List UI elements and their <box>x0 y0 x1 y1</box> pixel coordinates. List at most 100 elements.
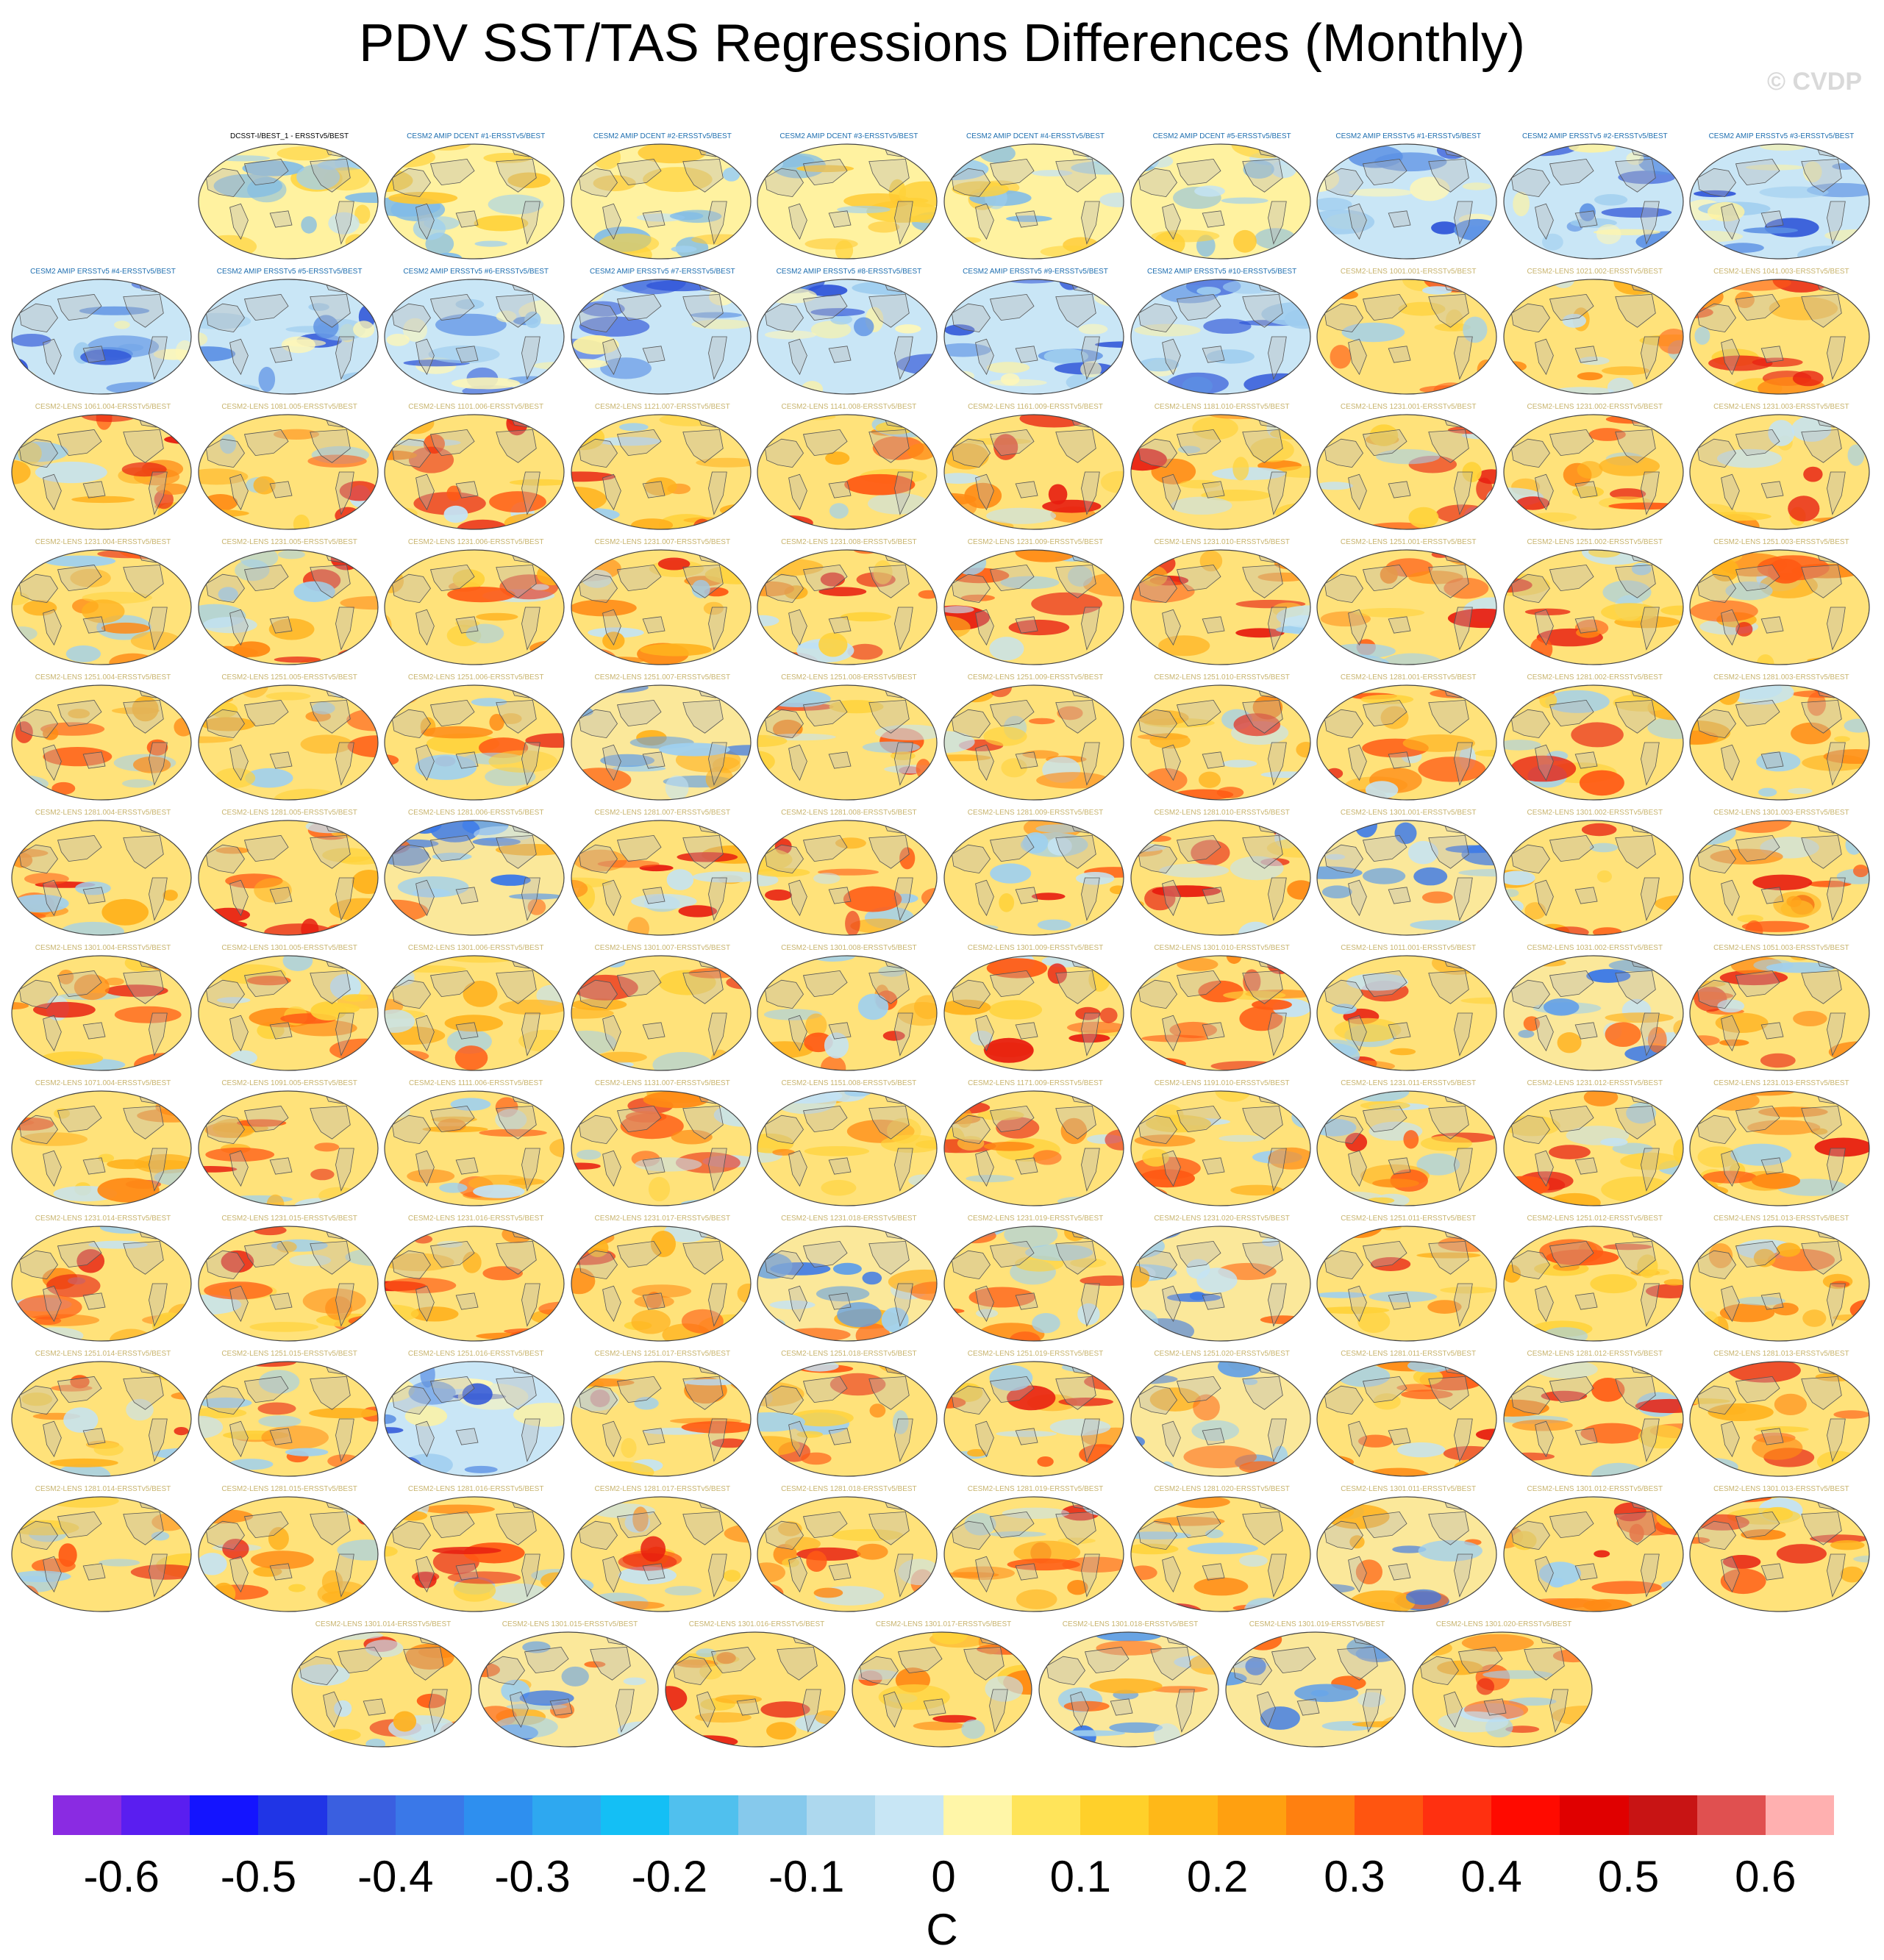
anomaly-patch <box>1398 301 1446 316</box>
globe-map <box>11 1226 192 1342</box>
continent-outline <box>335 742 354 786</box>
continent-outline <box>868 970 910 1004</box>
continent-outline <box>894 201 914 245</box>
continent-outline <box>975 1420 994 1458</box>
anomaly-patch <box>1717 999 1745 1013</box>
map-panel: CESM2-LENS 1231.011-ERSSTv5/BEST <box>1316 1079 1501 1212</box>
map-panel: CESM2 AMIP ERSSTv5 #10-ERSSTv5/BEST <box>1130 268 1315 400</box>
anomaly-patch <box>766 1722 796 1740</box>
anomaly-patch <box>821 1056 846 1070</box>
anomaly-patch <box>474 215 529 232</box>
continent-outline <box>602 1556 621 1593</box>
globe-map <box>665 1631 846 1748</box>
anomaly-patch <box>1853 865 1869 878</box>
anomaly-patch <box>1345 1132 1368 1152</box>
anomaly-patch <box>509 479 565 486</box>
continent-outline <box>868 699 910 734</box>
map-panel: CESM2-LENS 1071.004-ERSSTv5/BEST <box>10 1079 196 1212</box>
panel-title: CESM2-LENS 1301.013-ERSSTv5/BEST <box>1713 1485 1849 1493</box>
anomaly-patch <box>203 1281 273 1300</box>
continent-outline <box>1110 1698 1133 1716</box>
continent-outline <box>18 844 58 874</box>
panel-title: CESM2-LENS 1081.005-ERSSTv5/BEST <box>221 403 357 411</box>
anomaly-patch <box>1431 221 1458 235</box>
anomaly-patch <box>1808 692 1827 716</box>
continent-outline <box>430 1511 475 1539</box>
anomaly-patch <box>1737 915 1764 923</box>
continent-outline <box>403 1646 444 1681</box>
continent-outline <box>1081 1283 1100 1327</box>
colorbar-swatch <box>806 1795 876 1835</box>
anomaly-patch <box>1006 215 1052 222</box>
continent-outline <box>1161 203 1181 240</box>
continent-outline <box>521 336 540 380</box>
continent-outline <box>243 970 289 998</box>
globe-border <box>1689 1090 1870 1206</box>
anomaly-patch <box>198 332 207 346</box>
anomaly-patch <box>1291 1226 1308 1239</box>
anomaly-patch <box>156 690 191 701</box>
map-panel: CESM2 AMIP ERSSTv5 #6-ERSSTv5/BEST <box>383 268 568 400</box>
continent-outline <box>1721 879 1741 917</box>
anomaly-patch <box>1191 1420 1239 1442</box>
continent-outline <box>1444 1691 1463 1728</box>
continent-outline <box>1721 744 1741 782</box>
globe-map <box>943 1496 1124 1612</box>
panel-title: CESM2-LENS 1231.011-ERSSTv5/BEST <box>1341 1079 1477 1087</box>
continent-outline <box>868 293 910 328</box>
continent-outline <box>521 1012 540 1056</box>
anomaly-patch <box>977 1109 1024 1120</box>
anomaly-patch <box>519 1690 574 1706</box>
continent-outline <box>18 1250 58 1280</box>
colorbar-swatch <box>1080 1795 1149 1835</box>
continent-outline <box>18 709 58 739</box>
continent-outline <box>1549 158 1594 186</box>
anomaly-patch <box>691 579 710 598</box>
continent-outline <box>123 429 164 463</box>
panel-title: CESM2-LENS 1251.017-ERSSTv5/BEST <box>594 1350 731 1358</box>
anomaly-patch <box>805 1013 827 1037</box>
panel-title: CESM2-LENS 1301.001-ERSSTv5/BEST <box>1340 809 1477 817</box>
continent-outline <box>269 346 293 363</box>
anomaly-patch <box>281 336 315 354</box>
anomaly-patch <box>1149 1387 1201 1412</box>
panel-title: CESM2-LENS 1301.003-ERSSTv5/BEST <box>1713 809 1849 817</box>
anomaly-patch <box>1754 1248 1776 1267</box>
anomaly-patch <box>133 756 171 773</box>
map-panel: CESM2-LENS 1231.005-ERSSTv5/BEST <box>197 538 382 670</box>
anomaly-patch <box>329 973 361 1000</box>
anomaly-patch <box>841 612 892 622</box>
anomaly-patch <box>385 1546 398 1557</box>
continent-outline <box>1510 573 1550 604</box>
anomaly-patch <box>1838 1602 1870 1609</box>
anomaly-patch <box>527 898 546 915</box>
continent-outline <box>1549 1105 1594 1133</box>
panel-title: CESM2-LENS 1141.008-ERSSTv5/BEST <box>781 403 917 411</box>
anomaly-patch <box>1437 1660 1483 1675</box>
continent-outline <box>1055 158 1096 193</box>
continent-outline <box>1388 887 1411 904</box>
globe-border <box>757 279 938 395</box>
continent-outline <box>682 429 724 463</box>
continent-outline <box>1388 210 1411 228</box>
anomaly-patch <box>1458 869 1497 877</box>
continent-outline <box>803 429 848 457</box>
anomaly-patch <box>221 1539 249 1559</box>
continent-outline <box>765 979 804 1009</box>
anomaly-patch <box>1647 716 1683 740</box>
anomaly-patch <box>1571 486 1604 498</box>
continent-outline <box>269 887 293 904</box>
anomaly-patch <box>1723 1555 1761 1569</box>
continent-outline <box>392 1520 432 1551</box>
globe-map <box>757 1226 938 1342</box>
continent-outline <box>707 1283 727 1327</box>
map-panel: CESM2-LENS 1281.017-ERSSTv5/BEST <box>570 1485 755 1617</box>
globe-map <box>11 684 192 801</box>
anomaly-patch <box>311 1002 360 1015</box>
map-panel: CESM2-LENS 1251.012-ERSSTv5/BEST <box>1502 1215 1688 1347</box>
continent-outline <box>1574 1428 1598 1445</box>
map-panel: CESM2-LENS 1301.020-ERSSTv5/BEST <box>1411 1620 1596 1753</box>
globe-border <box>1316 279 1497 395</box>
continent-outline <box>1721 1015 1741 1052</box>
continent-outline <box>951 1520 991 1551</box>
